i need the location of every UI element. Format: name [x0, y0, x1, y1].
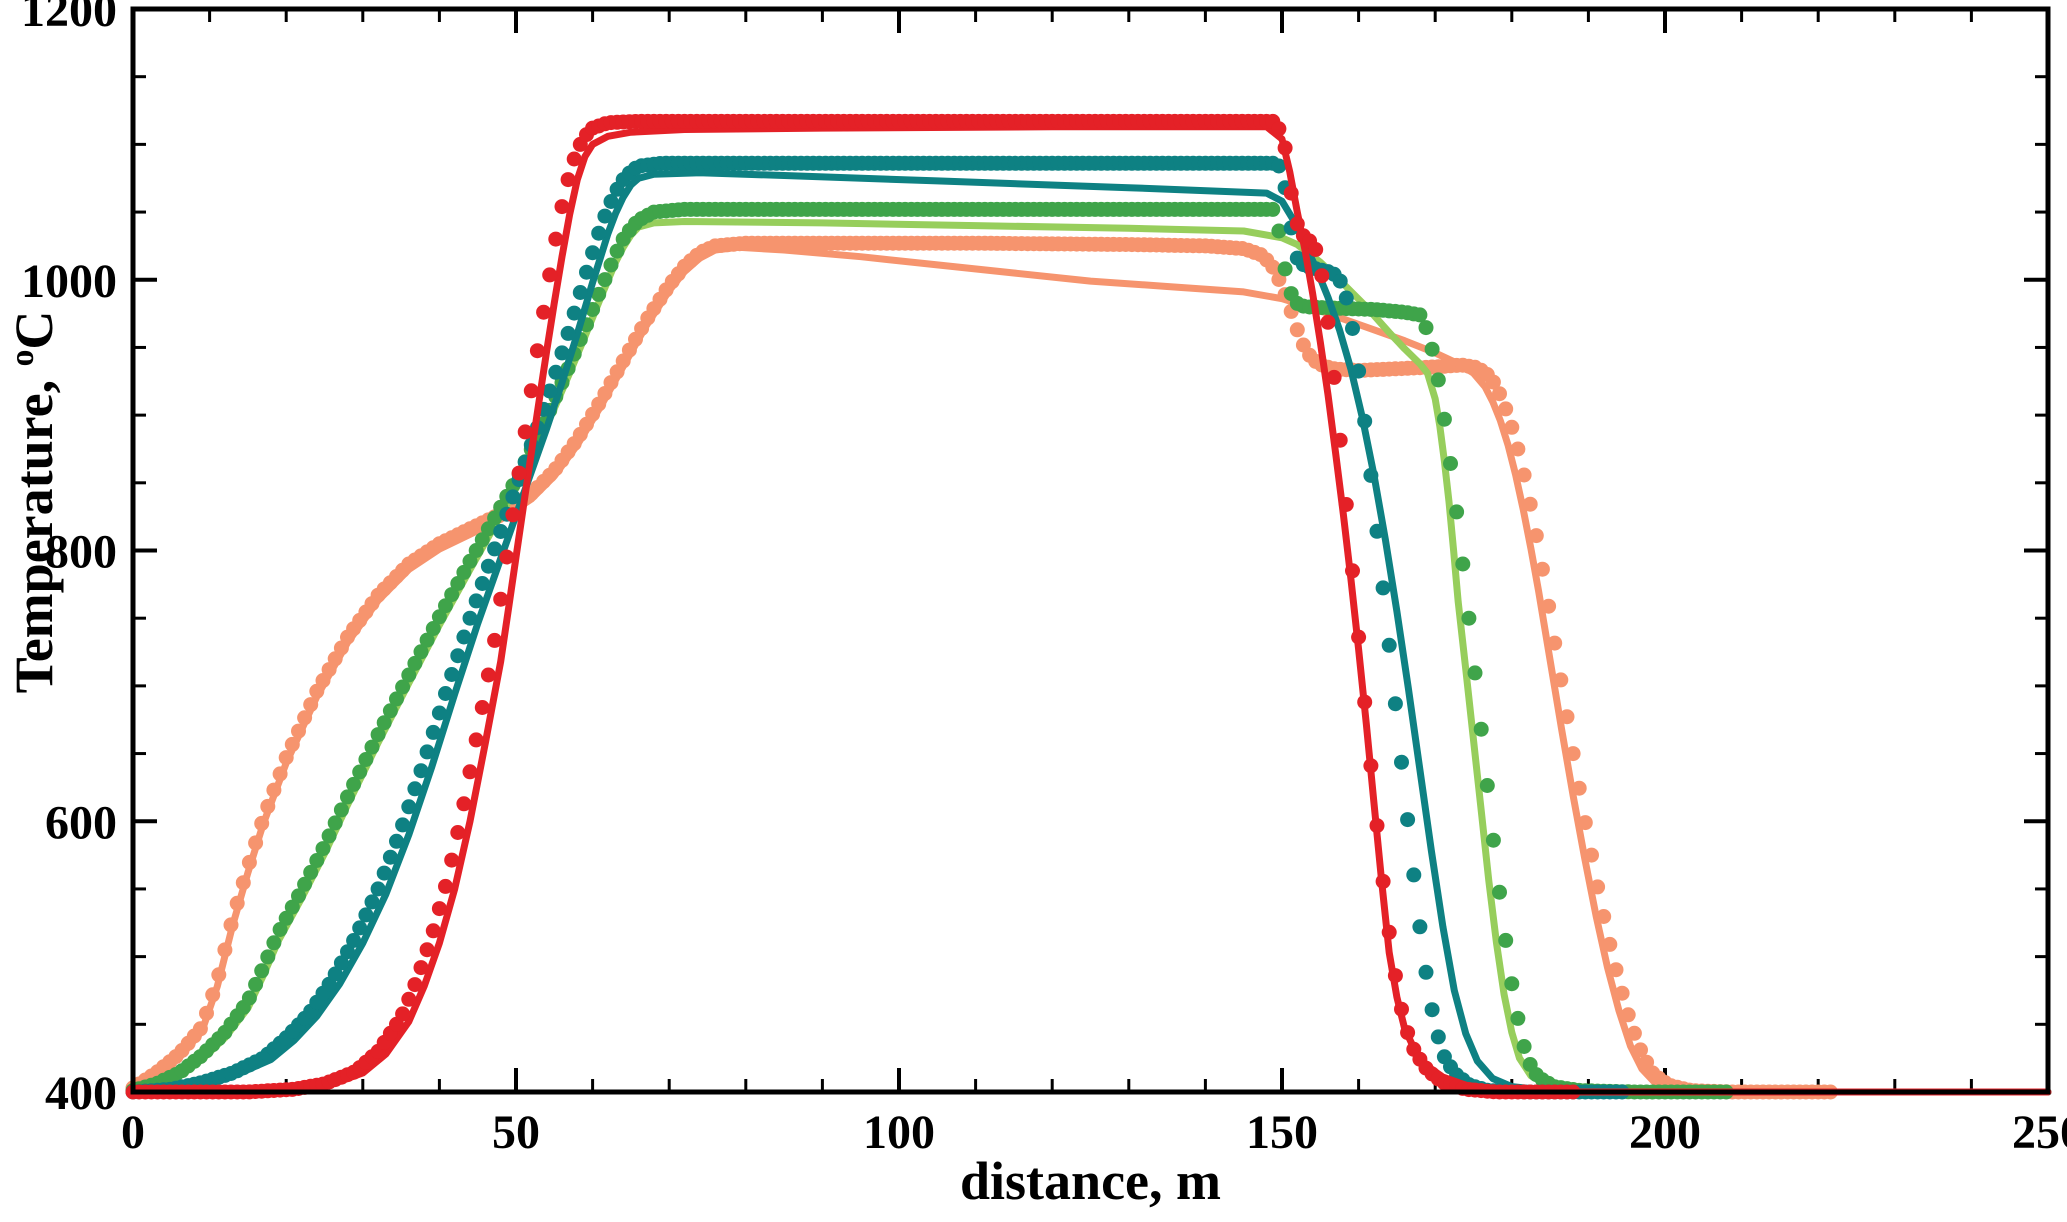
y-axis-title-unit: C — [4, 310, 64, 350]
plot-frame — [130, 6, 2051, 1095]
series-red-line — [129, 123, 2052, 1096]
series-salmon-markers — [125, 235, 1838, 1100]
x-tick-label: 200 — [1629, 1106, 1701, 1159]
y-tick-label: 600 — [45, 796, 117, 849]
series-teal-line — [129, 169, 2052, 1096]
x-tick-label: 250 — [2012, 1106, 2067, 1159]
y-tick-label: 400 — [45, 1067, 117, 1120]
x-tick-label: 0 — [121, 1106, 145, 1159]
x-tick-label: 50 — [492, 1106, 540, 1159]
degree-sup: o — [4, 349, 41, 367]
y-tick-label: 1200 — [21, 0, 117, 37]
y-tick-label: 800 — [45, 526, 117, 579]
y-tick-label: 1000 — [21, 255, 117, 308]
x-tick-label: 100 — [863, 1106, 935, 1159]
x-axis-title: distance, m — [960, 1151, 1221, 1211]
y-axis-title: Temperature, oC — [3, 311, 65, 694]
series-green-markers — [125, 201, 1734, 1100]
y-axis-title-text: Temperature, — [4, 366, 64, 694]
series-red-markers — [125, 113, 1581, 1100]
x-tick-label: 150 — [1246, 1106, 1318, 1159]
